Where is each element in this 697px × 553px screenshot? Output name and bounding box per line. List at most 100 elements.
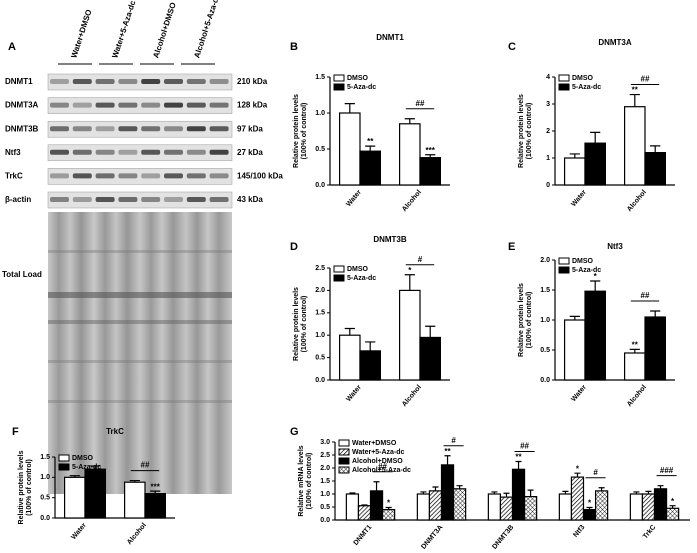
error-bar bbox=[515, 460, 522, 470]
blot-band bbox=[118, 197, 138, 202]
blot-strip bbox=[47, 191, 233, 209]
legend-label: DMSO bbox=[572, 258, 594, 265]
blot-band bbox=[118, 79, 138, 84]
error-bar bbox=[650, 145, 661, 153]
legend-swatch bbox=[338, 448, 350, 456]
blot-band bbox=[72, 79, 92, 84]
error-bar bbox=[365, 341, 376, 351]
bar bbox=[644, 152, 666, 186]
bar bbox=[345, 493, 360, 521]
blot-band bbox=[141, 79, 161, 84]
panel-letter: A bbox=[8, 41, 16, 53]
x-tick-label: DNMT3A bbox=[420, 524, 444, 551]
significance-label: ** bbox=[632, 341, 639, 350]
x-tick-label: DNMT1 bbox=[353, 524, 374, 547]
blot-band bbox=[72, 149, 92, 155]
error-bar bbox=[425, 325, 436, 338]
bar bbox=[339, 112, 361, 186]
y-axis-label: (100% of control) bbox=[306, 453, 313, 510]
legend-swatch bbox=[558, 74, 570, 82]
bar bbox=[511, 468, 526, 521]
blot-band bbox=[141, 102, 161, 108]
y-tick-label: 2.0 bbox=[315, 287, 325, 294]
error-bar bbox=[657, 485, 664, 489]
blot-band bbox=[209, 173, 229, 179]
blot-band bbox=[141, 149, 161, 155]
protein-label: DNMT3A bbox=[5, 101, 39, 110]
bracket-label: # bbox=[593, 468, 598, 477]
chart-title: DNMT3B bbox=[373, 235, 407, 244]
error-bar bbox=[349, 492, 356, 494]
error-bar bbox=[456, 485, 463, 489]
x-tick-label: Alcohol bbox=[126, 522, 148, 546]
bar bbox=[399, 289, 421, 381]
significance-label: ** bbox=[515, 453, 522, 462]
bar bbox=[623, 106, 646, 186]
blot-band bbox=[141, 197, 161, 202]
blot-band bbox=[118, 173, 138, 179]
legend-label: DMSO bbox=[72, 455, 94, 462]
significance-label: * bbox=[387, 499, 391, 508]
blot-band bbox=[95, 149, 115, 155]
gel-band bbox=[48, 360, 232, 363]
blot-band bbox=[50, 79, 69, 84]
blot-band bbox=[95, 126, 115, 132]
legend-swatch bbox=[338, 439, 350, 447]
size-label: 43 kDa bbox=[237, 195, 263, 204]
error-bar bbox=[650, 310, 661, 317]
y-tick-label: 1.5 bbox=[540, 287, 550, 294]
bar bbox=[369, 490, 384, 521]
bracket-label: # bbox=[451, 436, 456, 445]
blot-band bbox=[186, 149, 206, 155]
y-tick-label: 0.0 bbox=[40, 515, 50, 522]
gel-band bbox=[48, 320, 232, 324]
y-tick-label: 3.0 bbox=[320, 439, 330, 446]
error-bar bbox=[425, 154, 436, 158]
gel-band bbox=[48, 400, 232, 403]
x-tick-label: Ntf3 bbox=[572, 524, 586, 539]
lane-label: Alcohol+5-Aza-dc bbox=[192, 0, 222, 59]
blot-band bbox=[186, 126, 206, 132]
legend-swatch bbox=[333, 265, 345, 273]
bar bbox=[584, 142, 606, 186]
legend-swatch bbox=[58, 463, 70, 471]
legend-swatch bbox=[58, 454, 70, 462]
error-bar bbox=[344, 103, 355, 113]
error-bar bbox=[629, 93, 640, 107]
error-bar bbox=[586, 506, 593, 510]
y-axis-label: Relative mRNA levels bbox=[298, 445, 305, 516]
blot-band bbox=[50, 126, 69, 132]
blot-band bbox=[95, 79, 115, 84]
gel-band bbox=[48, 292, 232, 298]
x-tick-label: Alcohol bbox=[401, 189, 423, 213]
significance-label: ** bbox=[632, 86, 639, 95]
y-tick-label: 0.5 bbox=[315, 354, 325, 361]
legend-label: 5-Aza-dc bbox=[347, 84, 376, 91]
error-bar bbox=[373, 481, 380, 491]
y-tick-label: 1.5 bbox=[40, 454, 50, 461]
significance-label: * bbox=[594, 272, 598, 281]
bar bbox=[582, 509, 597, 521]
size-label: 97 kDa bbox=[237, 124, 263, 133]
error-bar bbox=[569, 315, 580, 320]
x-tick-label: Water bbox=[70, 522, 88, 541]
error-bar bbox=[365, 145, 376, 152]
bar bbox=[359, 150, 381, 186]
panel-letter: B bbox=[290, 41, 298, 53]
bar bbox=[563, 319, 586, 381]
bar bbox=[357, 505, 372, 521]
y-tick-label: 1.0 bbox=[540, 317, 550, 324]
y-tick-label: 1.5 bbox=[315, 310, 325, 317]
legend-label: 5-Aza-dc bbox=[572, 267, 601, 274]
bracket-label: ## bbox=[520, 442, 529, 451]
y-tick-label: 1.0 bbox=[320, 491, 330, 498]
error-bar bbox=[590, 280, 601, 292]
error-bar bbox=[361, 504, 368, 506]
bar bbox=[381, 509, 396, 521]
bracket-label: # bbox=[418, 255, 423, 264]
bar bbox=[63, 476, 86, 519]
y-tick-label: 1.5 bbox=[315, 74, 325, 81]
blot-band bbox=[186, 102, 206, 108]
blot-band bbox=[50, 197, 69, 202]
error-bar bbox=[569, 153, 580, 158]
